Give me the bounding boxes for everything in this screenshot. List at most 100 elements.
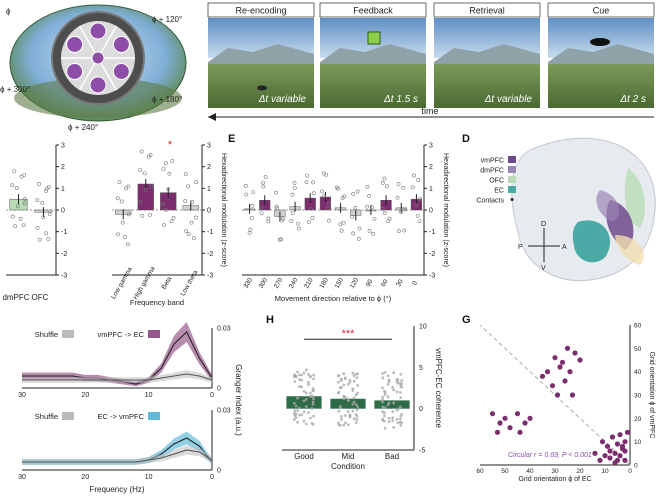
scatter-point [599,439,606,445]
data-point [309,206,314,211]
data-point [300,378,304,382]
legend-label-contacts: Contacts [476,198,504,205]
phase-duration: Δt 1.5 s [383,94,418,105]
x-tick-label: 0 [411,280,419,287]
data-point [392,426,396,429]
data-point [37,182,41,186]
phase-header [547,2,655,18]
legend-label-ec: EC [494,188,504,195]
data-point [249,216,254,220]
x-tick-label: 120 [349,276,361,289]
panel-label-h: H [266,314,274,326]
x-tick-label: Good [294,452,314,461]
scatter-point [564,345,571,351]
data-point [369,205,374,210]
data-point [343,414,347,417]
data-point [371,231,375,236]
data-point [149,184,154,189]
data-point [356,405,360,409]
y-axis-label: Hexadirectional modulation (z-score) [220,153,227,267]
data-point [386,219,391,224]
data-point [383,426,387,430]
data-point [346,410,350,414]
data-point [312,373,316,377]
y-tick-label: 0 [419,406,423,413]
data-point [355,376,359,380]
data-point [298,378,301,381]
data-point [266,219,271,224]
y-tick-label: 1 [207,186,211,193]
data-point [277,237,282,242]
data-point [381,376,385,380]
y-tick-label: 2 [207,164,211,171]
arena-target-disk [112,36,130,53]
data-point [352,417,356,421]
data-point [307,383,310,387]
data-point [383,419,386,423]
data-point [289,219,294,224]
data-point [351,409,355,413]
y-tick-label: 3 [61,143,65,150]
data-point [123,235,128,239]
data-point [169,219,174,224]
data-point [383,406,387,410]
phase-header [433,2,541,18]
data-point [115,196,120,201]
data-point [365,184,370,189]
data-point [311,389,315,393]
y-tick-label: -3 [429,273,435,280]
data-point [259,206,264,211]
scatter-point [549,383,556,389]
scatter-point [617,453,623,459]
scatter-point [559,359,566,365]
bar [374,400,410,409]
data-point [116,232,120,237]
data-point [170,159,175,163]
y-tick-label: 10 [419,324,427,331]
data-point [142,171,147,176]
y-tick-label: 0 [217,386,221,393]
data-point [339,418,343,421]
data-point [307,373,310,376]
scatter-point [527,415,533,421]
data-point [337,374,341,377]
data-point [10,214,15,219]
data-point [320,189,325,194]
data-point [338,423,342,427]
data-point [351,389,355,392]
data-point [308,375,312,379]
data-point [244,192,249,197]
data-point [383,393,387,396]
data-point [296,221,301,226]
data-point [281,216,285,221]
data-point [307,380,310,384]
data-point [355,408,359,412]
arena-angle-240: ϕ + 240° [68,123,98,132]
data-point [309,416,312,420]
data-point [355,418,359,421]
data-point [292,412,296,415]
data-point [398,417,402,421]
scatter-point [622,439,628,445]
data-point [391,416,395,420]
data-point [352,396,356,400]
y-tick-label: 60 [634,323,642,330]
arena-angle-120: ϕ + 120° [152,15,182,24]
y-tick-label: 0 [207,208,211,215]
x-tick-label: 240 [288,276,300,289]
data-point [306,219,311,224]
data-point [381,400,384,404]
x-tick-label: 0 [210,392,214,399]
data-point [304,397,308,401]
data-point [356,391,360,395]
series-line [22,373,213,381]
scatter-point [622,457,628,463]
data-point [164,161,168,166]
scatter-point [489,411,496,417]
data-point [381,410,384,414]
data-point [300,413,304,417]
data-point [383,414,386,418]
x-tick-label: 20 [81,474,89,481]
data-point [248,227,253,232]
